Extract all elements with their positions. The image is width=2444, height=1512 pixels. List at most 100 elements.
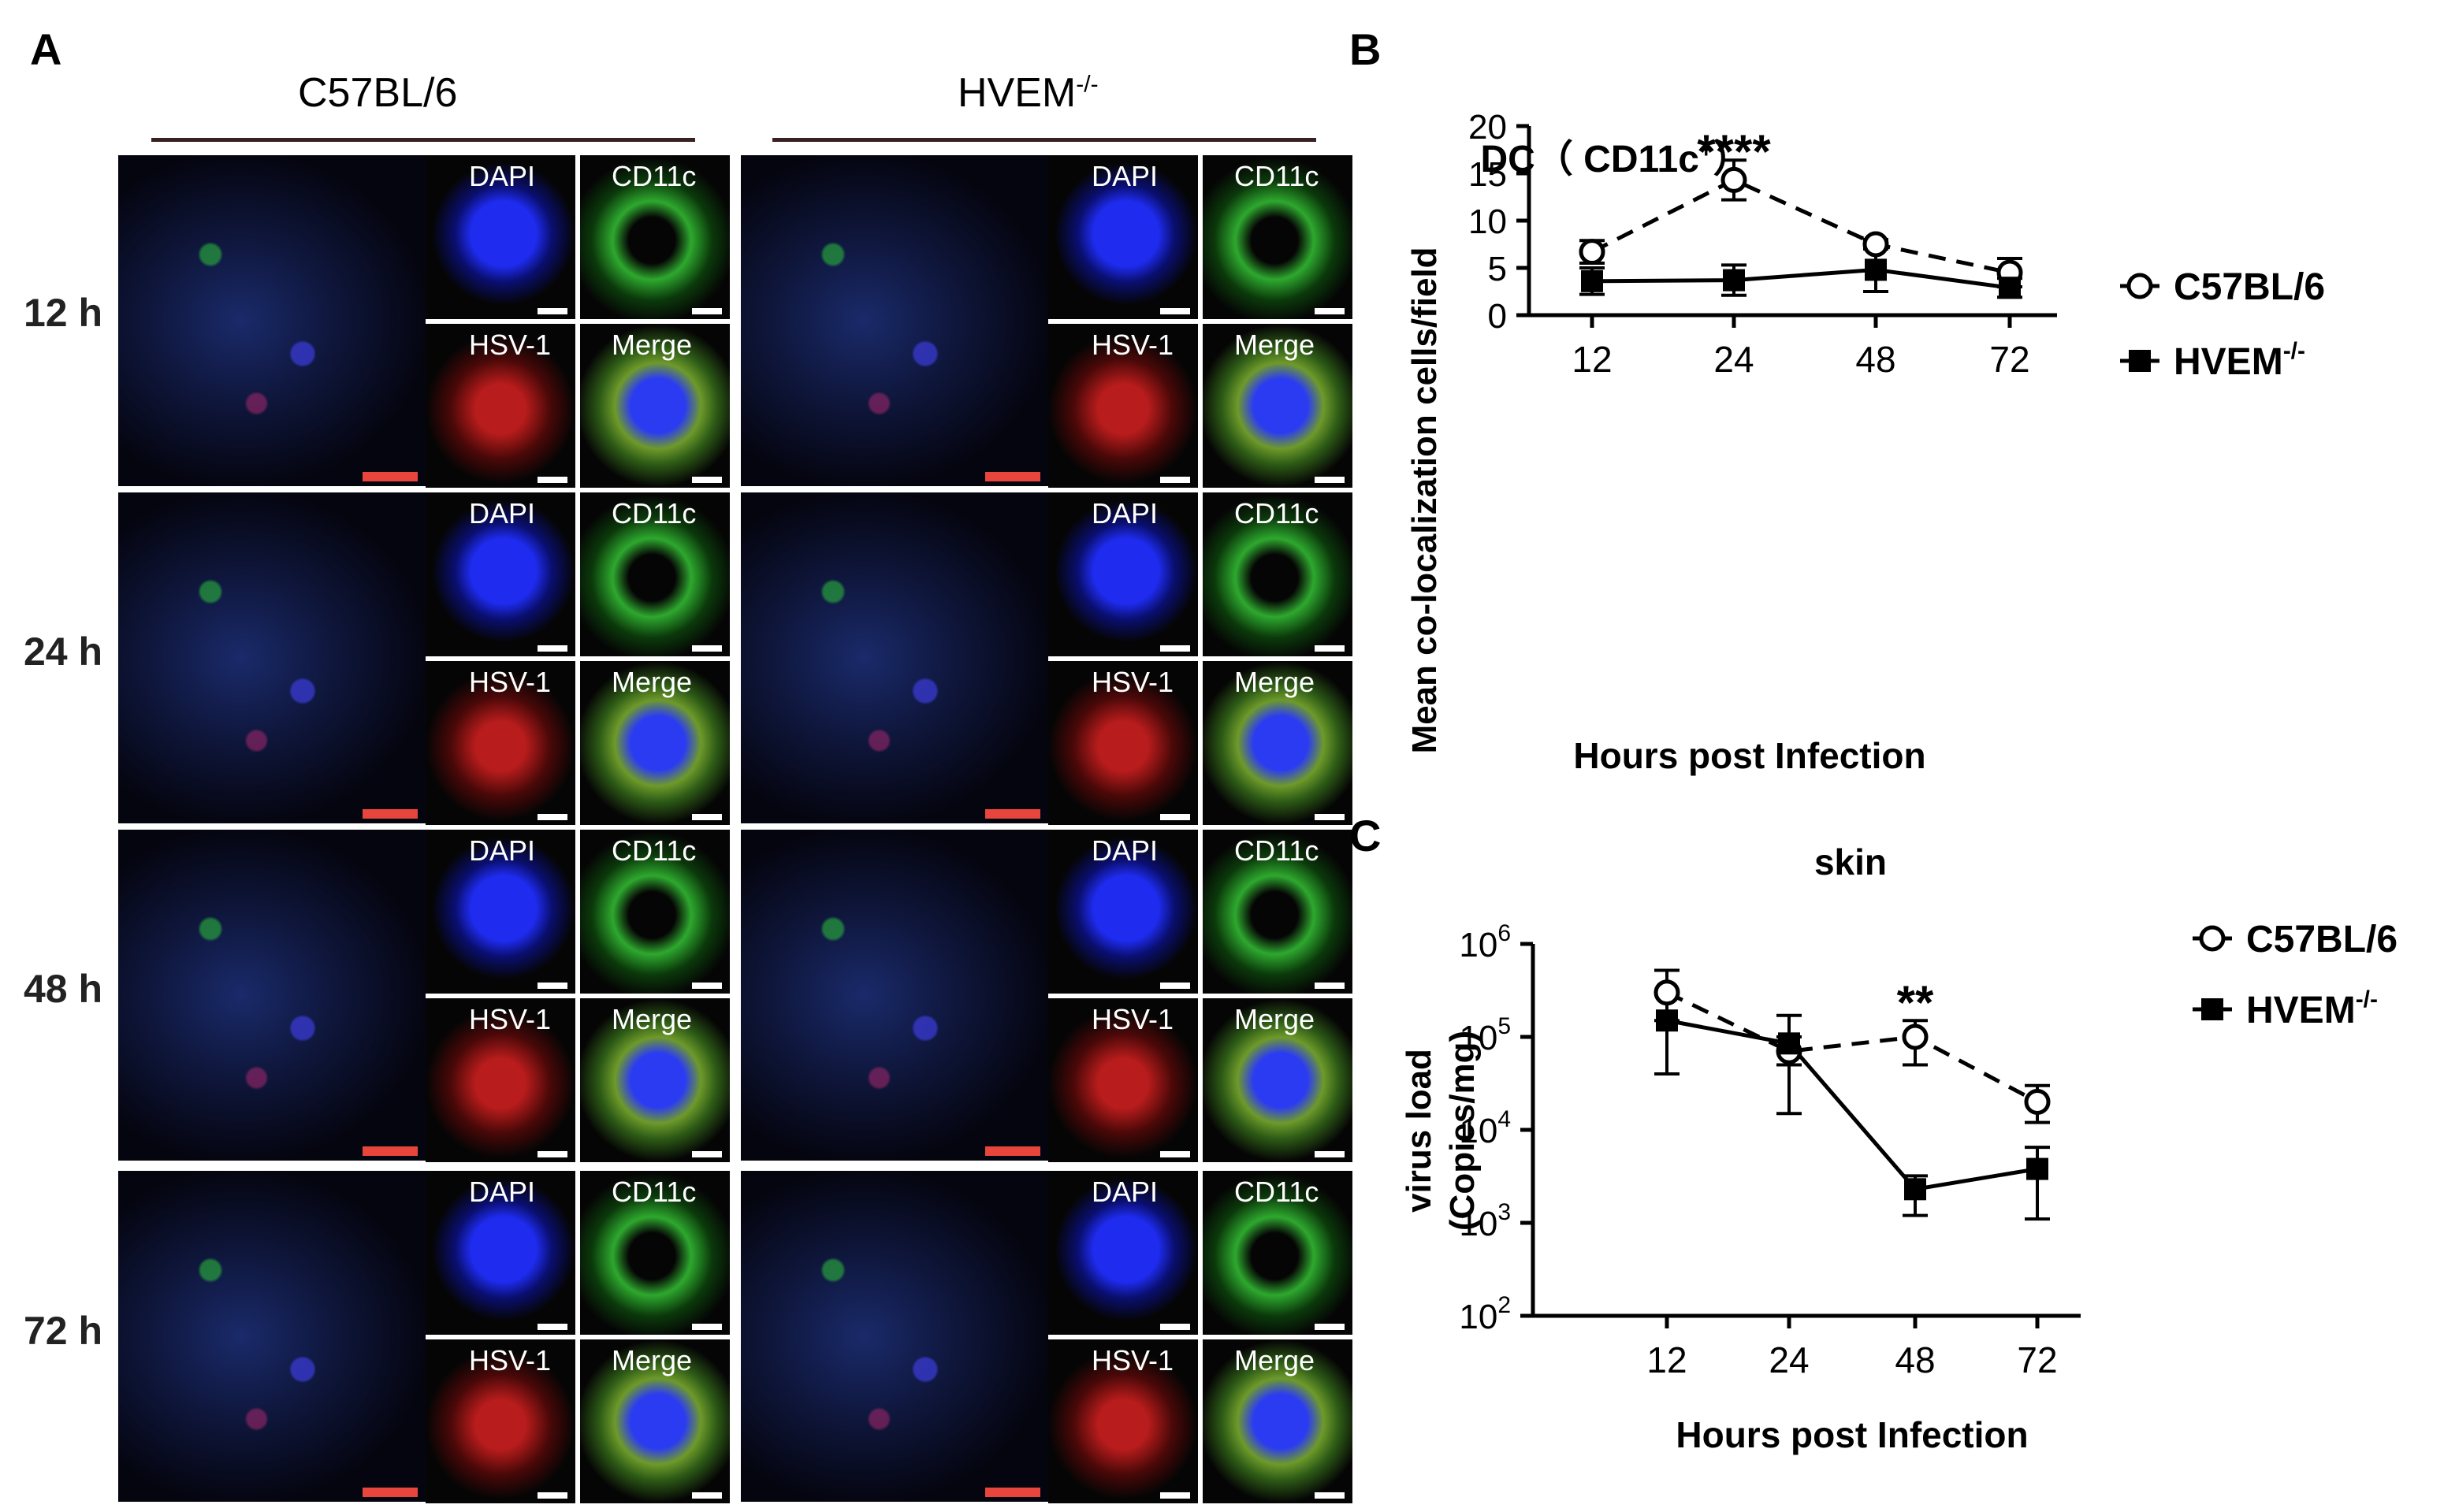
micrograph-dapi-hvem-48h: [1048, 830, 1198, 994]
channel-label-dapi-c57-48h: DAPI: [469, 834, 536, 867]
chart-b-xtick-label-2: 48: [1855, 339, 1895, 380]
micrograph-overview-hvem-72h: [741, 1171, 1048, 1502]
scale-bar-merge-c57-48h: [692, 1151, 722, 1157]
chart-c-point-s1-3: [2026, 1157, 2048, 1180]
channel-label-hsv1-c57-48h: HSV-1: [469, 1003, 552, 1035]
micrograph-hsv1-hvem-72h: [1048, 1339, 1198, 1503]
scale-bar-dapi-c57-12h: [538, 308, 567, 314]
chart-b-point-s0-0: [1579, 239, 1605, 266]
chart-b-point-s0-1: [1720, 166, 1747, 193]
channel-label-hsv1-hvem-72h: HSV-1: [1092, 1344, 1174, 1376]
scale-bar-overview-hvem-12h: [985, 472, 1040, 481]
chart-b-xtick-label-0: 12: [1572, 339, 1612, 380]
chart-b-point-s1-3: [1999, 277, 2021, 299]
scale-bar-hsv1-c57-48h: [538, 1151, 567, 1157]
chart-b-legend: C57BL/6 HVEM-/-: [2120, 266, 2325, 383]
scale-bar-cd11c-hvem-24h: [1315, 645, 1345, 652]
scale-bar-dapi-hvem-48h: [1160, 983, 1190, 989]
channel-label-dapi-hvem-72h: DAPI: [1092, 1176, 1159, 1208]
chart-c-legend-marker-c57: [2199, 925, 2226, 952]
scale-bar-overview-hvem-48h: [985, 1146, 1040, 1156]
strain-underline-hvem: [772, 138, 1316, 142]
chart-c-significance: **: [1897, 976, 1934, 1029]
chart-b-legend-c57: C57BL/6: [2174, 266, 2325, 308]
micrograph-cd11c-c57-24h: [580, 492, 730, 656]
chart-b: DC（ CD11c+） Mean co-localization cells/f…: [1405, 108, 2325, 776]
chart-c-line-series-0: [1665, 990, 2039, 1104]
scale-bar-overview-c57-48h: [363, 1146, 418, 1156]
chart-b-point-s1-1: [1723, 269, 1745, 292]
micrograph-merge-hvem-24h: [1203, 661, 1352, 825]
scale-bar-cd11c-hvem-48h: [1315, 983, 1345, 989]
chart-c-point-s1-1: [1778, 1032, 1800, 1055]
chart-c-xtick-label-3: 72: [2017, 1339, 2057, 1380]
channel-label-hsv1-hvem-24h: HSV-1: [1092, 666, 1174, 698]
strain-underline-c57: [151, 138, 695, 142]
scale-bar-overview-c57-72h: [363, 1488, 418, 1497]
chart-c-ytick-label-3: 103: [1459, 1199, 1511, 1243]
channel-label-merge-c57-24h: Merge: [612, 666, 693, 698]
micrograph-overview-hvem-48h: [741, 830, 1048, 1161]
micrograph-overview-c57-72h: [118, 1171, 426, 1502]
channel-label-hsv1-c57-12h: HSV-1: [469, 329, 552, 361]
micrograph-cd11c-c57-12h: [580, 155, 730, 319]
scale-bar-dapi-c57-72h: [538, 1324, 567, 1330]
chart-b-xtick-label-3: 72: [1989, 339, 2029, 380]
channel-label-dapi-c57-72h: DAPI: [469, 1176, 536, 1208]
chart-c-legend-marker-hvem: [2201, 998, 2223, 1020]
micrograph-cd11c-hvem-12h: [1203, 155, 1352, 319]
micrograph-hsv1-hvem-48h: [1048, 998, 1198, 1162]
micrograph-dapi-hvem-24h: [1048, 492, 1198, 656]
chart-b-ytick-label-2: 10: [1468, 202, 1507, 241]
channel-label-merge-hvem-24h: Merge: [1234, 666, 1315, 698]
channel-label-cd11c-hvem-48h: CD11c: [1234, 834, 1319, 867]
micrograph-cd11c-hvem-72h: [1203, 1171, 1352, 1335]
chart-c-ylabel: virus load (Copies/mg): [1400, 1031, 1482, 1231]
micrograph-hsv1-hvem-24h: [1048, 661, 1198, 825]
micrograph-overview-c57-48h: [118, 830, 426, 1161]
chart-c-point-s1-2: [1904, 1178, 1926, 1201]
scale-bar-hsv1-c57-12h: [538, 477, 567, 483]
channel-label-hsv1-c57-24h: HSV-1: [469, 666, 552, 698]
chart-c-xtick-label-2: 48: [1895, 1339, 1935, 1380]
scale-bar-hsv1-c57-72h: [538, 1492, 567, 1499]
micrograph-cd11c-c57-72h: [580, 1171, 730, 1335]
scale-bar-dapi-c57-24h: [538, 645, 567, 652]
channel-label-merge-c57-12h: Merge: [612, 329, 693, 361]
strain-label-c57: C57BL/6: [298, 70, 458, 116]
scale-bar-cd11c-c57-72h: [692, 1324, 722, 1330]
chart-b-ytick-label-1: 5: [1488, 250, 1507, 288]
micrograph-merge-hvem-12h: [1203, 324, 1352, 488]
chart-c-title: skin: [1814, 841, 1887, 882]
micrograph-overview-c57-24h: [118, 492, 426, 823]
channel-label-dapi-hvem-48h: DAPI: [1092, 834, 1159, 867]
row-label-72h: 72 h: [24, 1309, 103, 1353]
micrograph-merge-hvem-72h: [1203, 1339, 1352, 1503]
micrograph-overview-c57-12h: [118, 155, 426, 486]
micrograph-cd11c-c57-48h: [580, 830, 730, 994]
channel-label-dapi-hvem-24h: DAPI: [1092, 497, 1159, 529]
chart-c-legend-hvem: HVEM-/-: [2246, 986, 2378, 1031]
micrograph-overview-hvem-24h: [741, 492, 1048, 823]
panel-letter-b: B: [1349, 24, 1382, 74]
chart-b-legend-marker-hvem: [2129, 350, 2151, 372]
micrograph-cd11c-hvem-24h: [1203, 492, 1352, 656]
micrograph-merge-c57-48h: [580, 998, 730, 1162]
channel-label-hsv1-hvem-48h: HSV-1: [1092, 1003, 1174, 1035]
chart-c-point-s0-3: [2024, 1088, 2051, 1115]
micrograph-dapi-c57-72h: [426, 1171, 575, 1335]
chart-c-ytick-label-0: 106: [1459, 920, 1511, 964]
micrograph-hsv1-c57-72h: [426, 1339, 575, 1503]
micrograph-overview-hvem-12h: [741, 155, 1048, 486]
micrograph-hsv1-c57-48h: [426, 998, 575, 1162]
micrograph-hsv1-c57-24h: [426, 661, 575, 825]
micrograph-dapi-c57-48h: [426, 830, 575, 994]
scale-bar-hsv1-hvem-24h: [1160, 814, 1190, 820]
channel-label-dapi-c57-24h: DAPI: [469, 497, 536, 529]
chart-b-legend-hvem: HVEM-/-: [2174, 338, 2305, 383]
scale-bar-hsv1-hvem-12h: [1160, 477, 1190, 483]
scale-bar-dapi-hvem-72h: [1160, 1324, 1190, 1330]
scale-bar-cd11c-hvem-72h: [1315, 1324, 1345, 1330]
chart-c-legend-c57: C57BL/6: [2246, 919, 2398, 960]
channel-label-cd11c-c57-12h: CD11c: [612, 160, 697, 192]
